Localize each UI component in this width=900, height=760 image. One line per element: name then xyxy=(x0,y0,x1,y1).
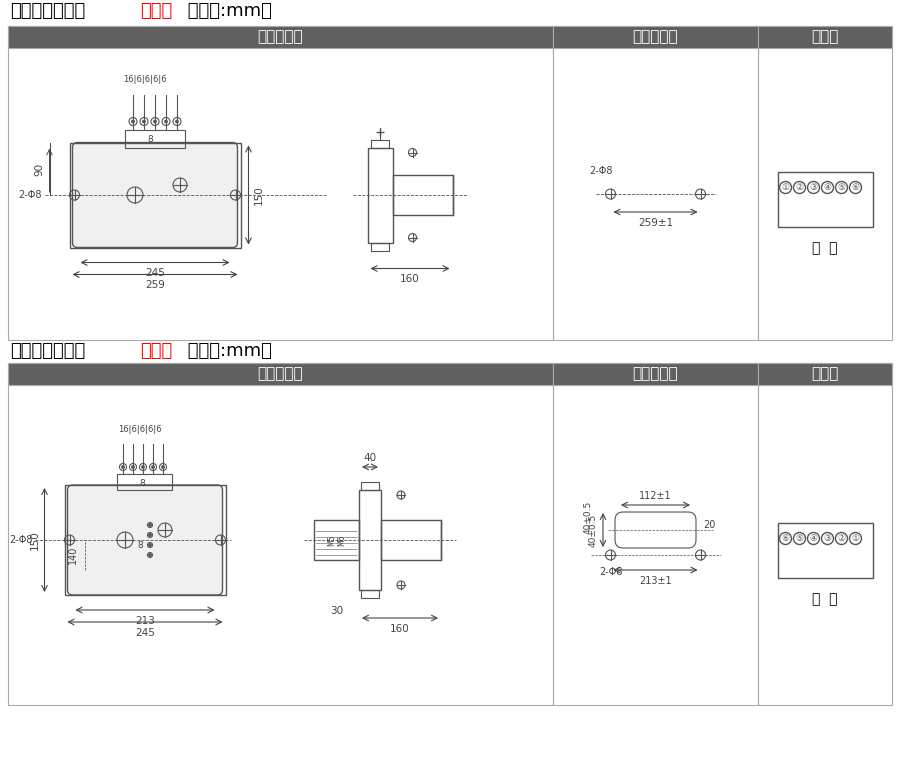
Bar xyxy=(361,590,379,598)
Text: 16|6|6|6|6: 16|6|6|6|6 xyxy=(118,425,162,434)
Text: 2-Φ8: 2-Φ8 xyxy=(18,190,41,200)
Text: 259: 259 xyxy=(145,280,165,290)
Text: ①: ① xyxy=(851,534,860,543)
Bar xyxy=(392,175,453,215)
Text: 150: 150 xyxy=(254,185,264,205)
Text: 160: 160 xyxy=(390,624,410,634)
Circle shape xyxy=(131,466,134,468)
Bar xyxy=(69,143,240,248)
Circle shape xyxy=(152,466,154,468)
Circle shape xyxy=(143,120,145,122)
Text: 16|6|6|6|6: 16|6|6|6|6 xyxy=(123,75,166,84)
Text: 后接线: 后接线 xyxy=(140,342,172,360)
Text: 40: 40 xyxy=(364,453,376,463)
Text: （单位:mm）: （单位:mm） xyxy=(182,2,272,20)
Text: 140: 140 xyxy=(68,546,77,564)
Text: 前接线: 前接线 xyxy=(140,2,172,20)
Circle shape xyxy=(131,120,134,122)
Circle shape xyxy=(148,534,151,537)
Text: 150: 150 xyxy=(30,530,40,550)
Bar xyxy=(371,140,389,147)
Bar xyxy=(361,482,379,490)
Text: M5
M6: M5 M6 xyxy=(327,534,346,546)
Bar xyxy=(359,490,381,590)
Bar xyxy=(553,363,758,705)
Text: 2-Φ8: 2-Φ8 xyxy=(598,567,622,577)
Bar xyxy=(367,147,392,242)
Bar xyxy=(65,485,226,595)
Bar xyxy=(758,26,892,48)
Bar xyxy=(117,474,172,490)
Text: 245: 245 xyxy=(145,268,165,278)
Bar xyxy=(778,523,872,578)
Bar xyxy=(758,363,892,385)
Circle shape xyxy=(176,120,178,122)
Text: ②: ② xyxy=(837,534,846,543)
Bar xyxy=(8,363,553,385)
Bar xyxy=(8,26,553,48)
Text: 前  视: 前 视 xyxy=(812,242,838,255)
Bar xyxy=(8,26,553,340)
Text: 90: 90 xyxy=(34,163,44,176)
Circle shape xyxy=(122,466,124,468)
Text: ③: ③ xyxy=(809,183,817,192)
Text: ⑥: ⑥ xyxy=(781,534,789,543)
Circle shape xyxy=(154,120,157,122)
Text: 2-Φ8: 2-Φ8 xyxy=(9,535,32,545)
Circle shape xyxy=(162,466,164,468)
FancyBboxPatch shape xyxy=(73,143,238,248)
Text: 213±1: 213±1 xyxy=(639,576,671,586)
Text: 端子图: 端子图 xyxy=(811,30,839,45)
Text: ⑤: ⑤ xyxy=(837,183,846,192)
Circle shape xyxy=(148,544,151,546)
Text: ⑤: ⑤ xyxy=(796,534,804,543)
Text: 213: 213 xyxy=(135,616,155,626)
Text: 40±0.5: 40±0.5 xyxy=(584,500,593,534)
Text: ④: ④ xyxy=(809,534,817,543)
Text: ⑥: ⑥ xyxy=(851,183,860,192)
Text: 外形尺寸图: 外形尺寸图 xyxy=(257,30,303,45)
Text: 8: 8 xyxy=(147,135,153,144)
Text: 30: 30 xyxy=(330,606,343,616)
Text: 112±1: 112±1 xyxy=(639,491,671,501)
Text: 外形尺寸图: 外形尺寸图 xyxy=(257,366,303,382)
Circle shape xyxy=(165,120,167,122)
Bar xyxy=(125,129,185,147)
Bar xyxy=(314,520,359,560)
Bar xyxy=(758,363,892,705)
Text: ④: ④ xyxy=(824,183,832,192)
Text: 259±1: 259±1 xyxy=(638,218,673,228)
Circle shape xyxy=(142,466,144,468)
Bar xyxy=(553,363,758,385)
Text: 背  视: 背 视 xyxy=(812,593,838,606)
Bar xyxy=(8,363,553,705)
Text: 端子图: 端子图 xyxy=(811,366,839,382)
Circle shape xyxy=(148,524,151,526)
Text: 8: 8 xyxy=(140,479,145,487)
Bar xyxy=(553,26,758,48)
Text: 单相过流凸出式: 单相过流凸出式 xyxy=(10,2,86,20)
Text: 8: 8 xyxy=(137,540,143,549)
FancyBboxPatch shape xyxy=(68,485,222,595)
Text: （单位:mm）: （单位:mm） xyxy=(182,342,272,360)
Text: 40±0.5: 40±0.5 xyxy=(589,513,598,546)
Text: 20: 20 xyxy=(703,520,716,530)
Bar xyxy=(778,172,872,226)
Text: 160: 160 xyxy=(400,274,420,284)
Text: 安装开孔图: 安装开孔图 xyxy=(633,366,679,382)
Text: 单相过流凸出式: 单相过流凸出式 xyxy=(10,342,86,360)
Circle shape xyxy=(148,554,151,556)
Bar xyxy=(553,26,758,340)
Text: 245: 245 xyxy=(135,628,155,638)
Bar xyxy=(758,26,892,340)
Text: ②: ② xyxy=(796,183,804,192)
Text: ③: ③ xyxy=(824,534,832,543)
Bar xyxy=(381,520,441,560)
Text: 安装开孔图: 安装开孔图 xyxy=(633,30,679,45)
Text: 2-Φ8: 2-Φ8 xyxy=(589,166,612,176)
Bar xyxy=(371,242,389,251)
Text: ①: ① xyxy=(781,183,789,192)
